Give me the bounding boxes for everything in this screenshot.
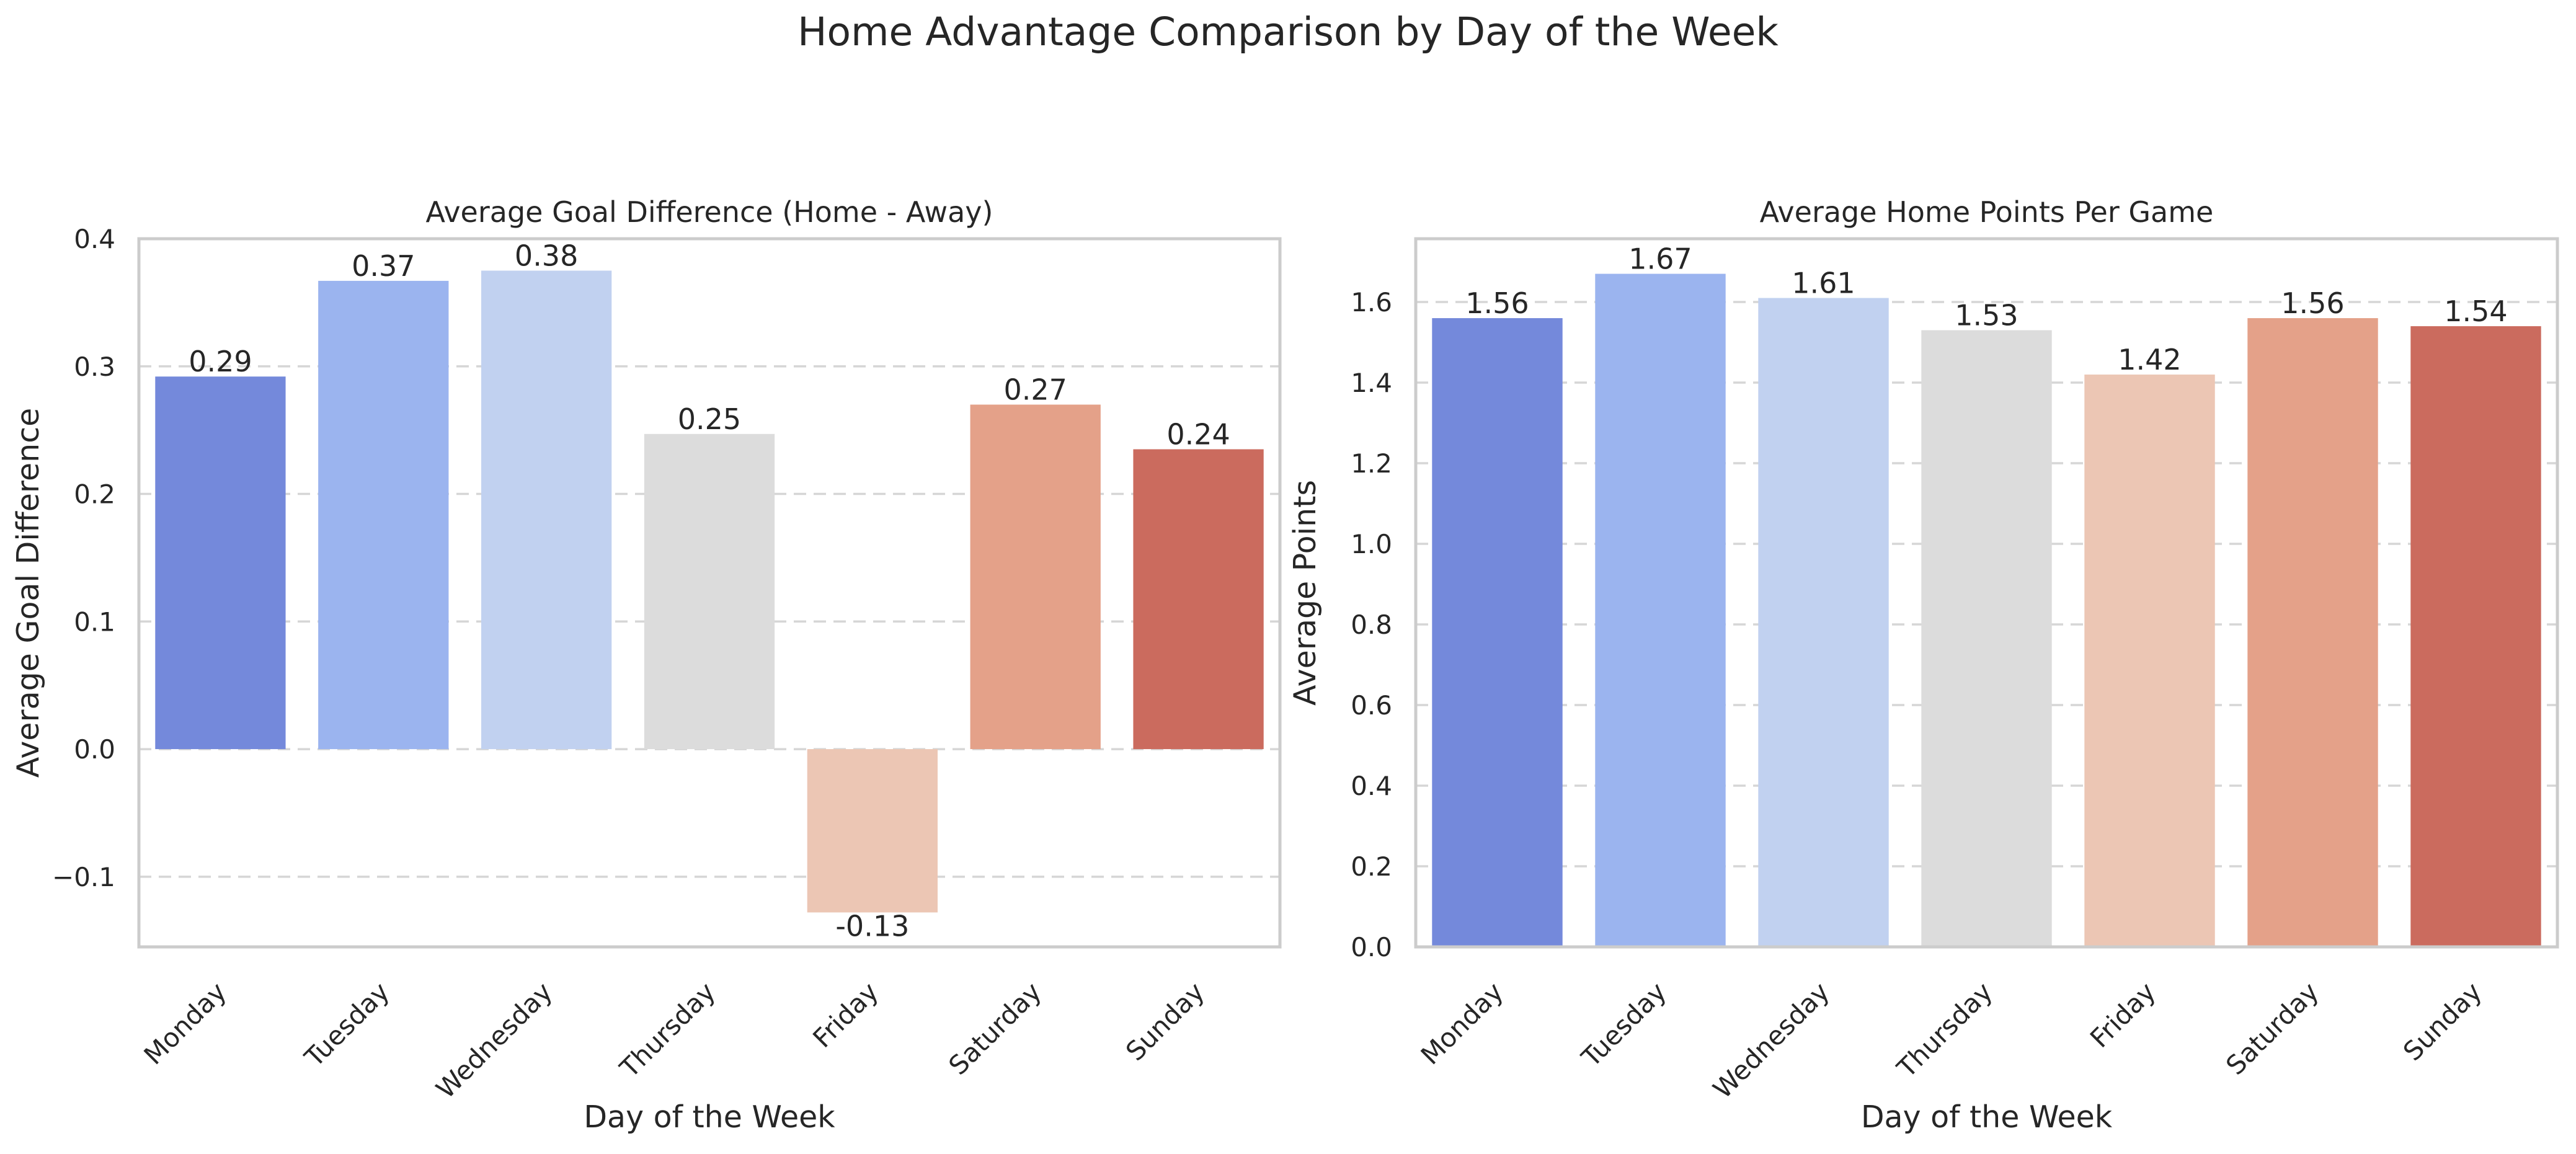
- bar-wednesday: [1758, 298, 1889, 948]
- x-tick-label: Monday: [1415, 976, 1509, 1070]
- chart-title: Average Home Points Per Game: [1760, 195, 2214, 229]
- bar-wednesday: [481, 270, 612, 750]
- x-tick-label: Tuesday: [298, 976, 395, 1073]
- bar-value-label: 0.27: [1004, 373, 1067, 406]
- y-axis-label: Average Goal Difference: [11, 408, 46, 778]
- x-tick-label: Sunday: [1120, 976, 1210, 1067]
- bar-saturday: [2247, 318, 2378, 947]
- y-tick-label: 1.4: [1351, 368, 1392, 398]
- bar-value-label: 0.25: [678, 402, 741, 436]
- bar-value-label: 0.37: [352, 249, 415, 283]
- y-tick-label: 0.2: [1351, 851, 1392, 882]
- bar-tuesday: [318, 280, 449, 750]
- axes-frame: [137, 237, 1282, 949]
- y-tick-label: 0.0: [74, 734, 115, 765]
- bar-value-label: 0.29: [189, 345, 252, 378]
- bar-monday: [1432, 318, 1563, 947]
- x-tick-label: Tuesday: [1575, 976, 1672, 1073]
- bar-value-label: 1.42: [2118, 343, 2181, 376]
- y-tick-label: 0.4: [74, 224, 115, 254]
- bar-friday: [807, 749, 938, 913]
- goal-difference-chart: −0.1 0.0 0.1 0.2 0.3 0.4 0.29 Monday 0.37 Tuesday…: [11, 195, 1282, 1135]
- bar-thursday: [644, 433, 775, 750]
- bar-friday: [2084, 375, 2215, 947]
- chart-title: Average Goal Difference (Home - Away): [426, 195, 993, 229]
- bar-saturday: [970, 404, 1101, 750]
- bar-value-label: 0.38: [515, 239, 578, 272]
- y-tick-label: −0.1: [52, 862, 115, 892]
- bar-value-label: 1.53: [1955, 299, 2018, 332]
- y-tick-label: 0.0: [1351, 932, 1392, 962]
- x-tick-label: Wednesday: [1707, 976, 1836, 1104]
- y-tick-label: 0.2: [74, 479, 115, 510]
- bar-value-label: 0.24: [1166, 418, 1230, 451]
- y-tick-label: 0.1: [74, 606, 115, 637]
- bar-value-label: 1.56: [1465, 286, 1529, 320]
- bar-sunday: [2410, 326, 2541, 947]
- x-tick-label: Monday: [138, 976, 233, 1070]
- x-tick-label: Thursday: [1891, 976, 1998, 1083]
- x-tick-label: Friday: [2084, 976, 2162, 1054]
- y-tick-label: 1.6: [1351, 287, 1392, 317]
- y-tick-label: 1.0: [1351, 529, 1392, 559]
- bar-value-label: 1.67: [1628, 242, 1692, 276]
- x-tick-label: Thursday: [614, 976, 721, 1083]
- bar-sunday: [1133, 449, 1264, 750]
- bar-tuesday: [1595, 273, 1726, 948]
- y-tick-label: 0.8: [1351, 610, 1392, 640]
- bar-monday: [155, 376, 286, 750]
- x-tick-label: Sunday: [2397, 976, 2488, 1067]
- bar-value-label: 1.54: [2444, 295, 2507, 328]
- figure-title: Home Advantage Comparison by Day of the …: [797, 9, 1779, 55]
- x-tick-label: Friday: [807, 976, 884, 1054]
- x-tick-label: Saturday: [943, 976, 1047, 1080]
- x-axis-label: Day of the Week: [1861, 1099, 2113, 1135]
- bar-thursday: [1921, 330, 2052, 947]
- axes-frame: [1414, 237, 2559, 949]
- bar-value-label: 1.61: [1792, 267, 1855, 300]
- x-tick-label: Wednesday: [430, 976, 559, 1104]
- y-tick-label: 0.6: [1351, 690, 1392, 721]
- y-tick-label: 0.3: [74, 352, 115, 382]
- x-tick-label: Saturday: [2220, 976, 2324, 1080]
- y-axis-label: Average Points: [1287, 480, 1323, 706]
- home-points-chart: 0.0 0.2 0.4 0.6 0.8 1.0 1.2 1.4 1.6 1.56 Monday 1.6…: [1287, 195, 2559, 1135]
- bar-value-label: 1.56: [2281, 286, 2344, 320]
- bar-value-label: -0.13: [835, 909, 909, 943]
- y-tick-label: 1.2: [1351, 448, 1392, 479]
- y-tick-label: 0.4: [1351, 771, 1392, 801]
- x-axis-label: Day of the Week: [584, 1099, 835, 1135]
